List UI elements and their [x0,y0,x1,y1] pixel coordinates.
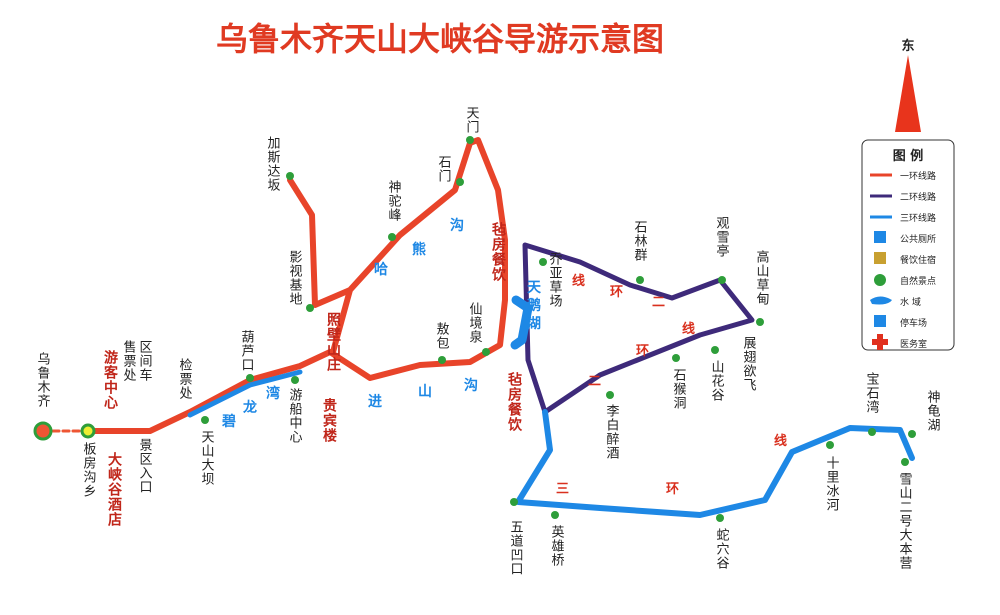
place: 乌鲁木齐 [35,351,51,408]
place: 游船中心 [287,388,303,444]
village-point [80,423,96,439]
place: 英雄桥 [549,525,565,567]
scenic-dots [201,136,916,522]
legend-item: 水 域 [900,296,921,308]
title: 乌鲁木齐天山大峡谷导游示意图 [216,20,664,58]
place: 天山大坝 [199,430,215,486]
facility: 毡房餐饮 [506,371,523,432]
place: 售票处 [121,339,137,382]
route-char: 线 [572,273,585,289]
route-char: 环 [610,285,623,300]
route-char: 鹅 [527,297,541,314]
route-char: 二 [588,374,601,389]
place: 展翅欲飞 [741,336,757,392]
route-char: 天 [527,280,542,296]
legend-item: 三环线路 [900,212,936,224]
place: 影视基地 [287,250,303,306]
place: 加斯达坂 [265,136,281,192]
route-char: 碧 [221,413,236,430]
facility-labels: 游客中心 大峡谷酒店 照壁山庄 贵宾楼 毡房餐饮 毡房餐饮 [102,221,523,527]
route-char: 熊 [412,241,426,258]
legend-title: 图 例 [893,148,924,164]
route-char: 湾 [266,385,280,402]
place: 乔亚草场 [547,252,563,308]
route-char: 三 [556,482,569,497]
facility: 毡房餐饮 [490,221,507,282]
legend-item: 公共厕所 [900,234,936,245]
legend-item: 一环线路 [900,170,936,182]
place: 五道凹口 [508,520,524,576]
route-char: 沟 [450,217,464,234]
route-char: 哈 [374,261,388,278]
place: 十里冰河 [824,456,840,512]
place: 仙境泉 [467,302,483,344]
facility: 大峡谷酒店 [106,451,122,527]
legend-item: 餐饮住宿 [900,254,936,266]
route-char: 山 [418,384,432,400]
legend-item: 医务室 [900,338,927,350]
facility: 游客中心 [102,349,119,410]
place: 神驼峰 [386,180,402,222]
place: 雪山二号大本营 [897,472,913,570]
route-char: 线 [774,433,787,449]
place: 高山草甸 [754,249,770,306]
place-labels: 乌鲁木齐 板房沟乡 售票处 区间车 景区入口 检票处 天山大坝 葫芦口 游船中心… [35,106,941,576]
place: 山花谷 [709,360,725,402]
place: 石林群 [632,220,648,262]
legend-item: 自然景点 [900,275,936,287]
compass-arrow [895,55,921,132]
place: 葫芦口 [239,330,255,372]
route-char: 环 [636,344,649,359]
place: 观雪亭 [714,216,730,258]
route-char: 龙 [242,399,257,416]
legend-item: 二环线路 [900,191,936,203]
place: 石猴洞 [671,368,687,410]
start-point [33,421,53,441]
place: 检票处 [177,358,193,400]
place: 天门 [464,106,480,134]
place: 敖包 [434,321,450,350]
place: 蛇穴谷 [714,528,730,570]
place: 板房沟乡 [81,442,97,498]
legend: 图 例 一环线路 二环线路 三环线路 公共厕所 餐饮住宿 自然景点 水 域 停车… [861,139,955,351]
route-char: 湖 [527,316,541,332]
route-char: 沟 [464,377,478,394]
place: 石门 [436,155,452,183]
place: 宝石湾 [864,372,880,414]
facility: 照壁山庄 [325,312,341,372]
place: 李白醉酒 [604,404,620,460]
place: 景区入口 [137,438,153,494]
route-char: 进 [368,394,382,410]
route-char: 环 [666,482,679,497]
place: 区间车 [137,340,153,382]
compass-label: 东 [901,38,914,54]
route-char: 线 [682,321,695,337]
route-labels: 碧 龙 湾 进 山 沟 哈 熊 沟 天 鹅 湖 线 环 二 线 环 二 三 环 … [221,217,787,497]
route-char: 二 [652,295,665,310]
place: 神龟湖 [925,390,941,432]
legend-item: 停车场 [900,317,927,329]
facility: 贵宾楼 [321,397,337,443]
